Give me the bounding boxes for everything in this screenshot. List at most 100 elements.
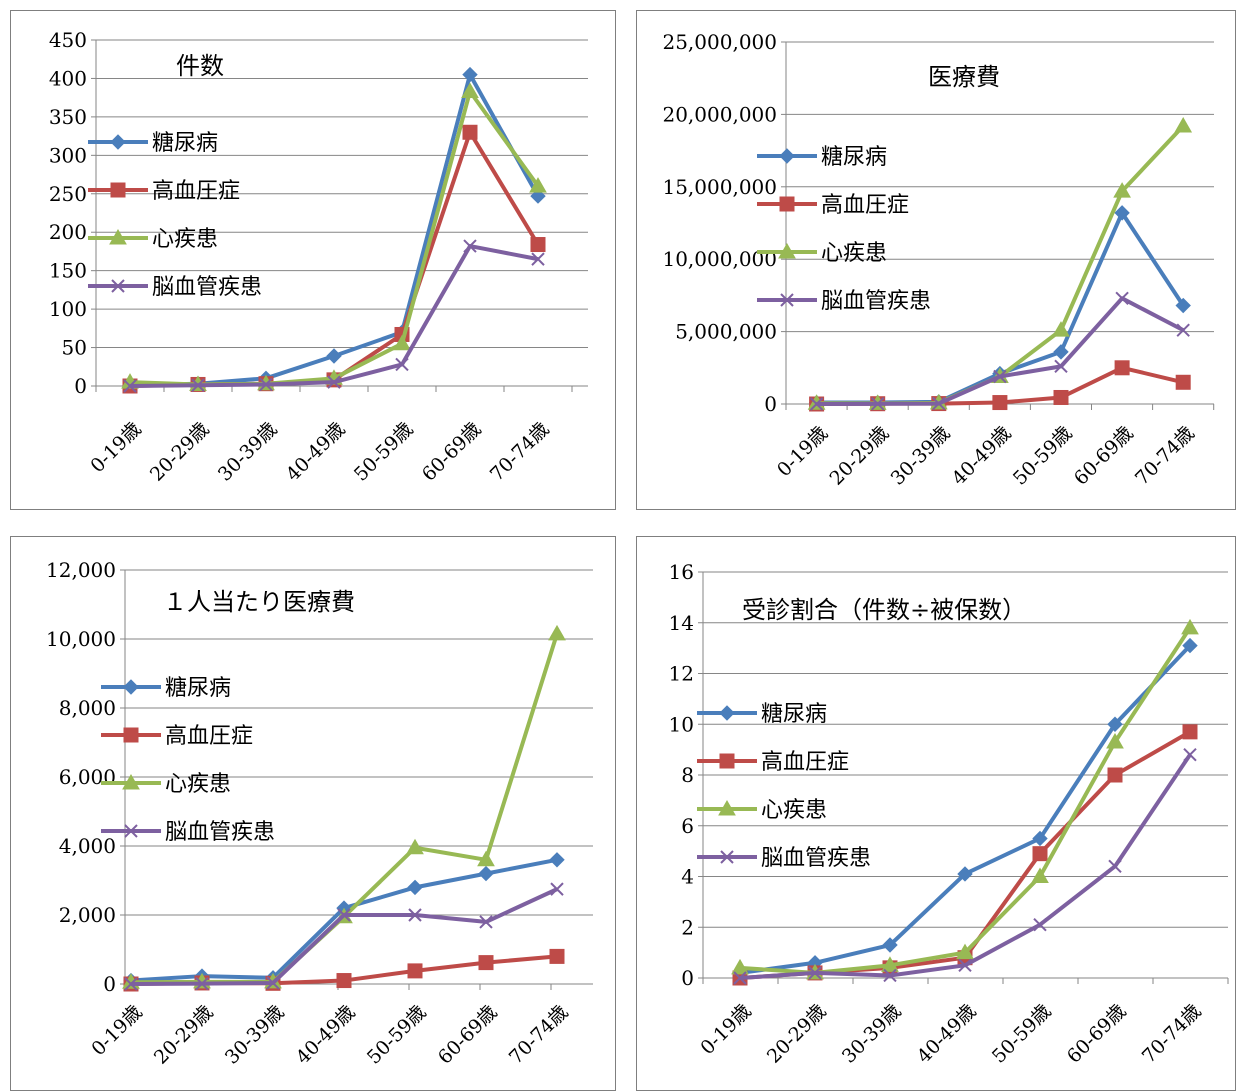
legend-label: 脳血管疾患 [152, 275, 262, 300]
data-point-shape [882, 937, 898, 953]
data-point-shape [407, 879, 423, 896]
data-point-shape [461, 82, 479, 99]
data-point [882, 937, 898, 953]
legend-marker [779, 196, 795, 212]
data-point-shape [1107, 716, 1123, 732]
data-point [1032, 846, 1048, 862]
legend-label: 糖尿病 [152, 131, 218, 156]
legend-marker-shape [718, 799, 736, 816]
data-point [191, 378, 205, 392]
data-point [336, 973, 352, 989]
y-tick-label: 14 [669, 611, 694, 635]
legend-marker-shape [109, 228, 127, 245]
data-point-stroke-b [733, 971, 747, 985]
data-point [548, 624, 566, 641]
legend-marker [718, 799, 736, 816]
data-point [1175, 374, 1191, 390]
data-point-shape [406, 838, 424, 855]
data-point [406, 838, 424, 855]
x-tick-label: 20-29歳 [763, 1000, 831, 1068]
data-point [1052, 321, 1070, 337]
data-point [1054, 359, 1068, 374]
data-point-stroke-b [870, 397, 885, 411]
data-point-stroke-b [123, 379, 137, 393]
data-point-stroke-b [1115, 291, 1129, 306]
data-point [550, 882, 564, 896]
data-point [1033, 918, 1047, 932]
chart-title: 受診割合（件数÷被保数） [742, 596, 1026, 624]
y-tick-label: 6 [681, 814, 694, 838]
data-point [1182, 724, 1198, 740]
legend-marker-stroke-b [720, 850, 734, 864]
x-tick-label: 20-29歳 [146, 418, 214, 486]
data-point [531, 252, 545, 266]
data-point-stroke-b [993, 369, 1007, 384]
legend-marker [719, 705, 735, 721]
data-point-shape [549, 948, 565, 964]
data-point-shape [1053, 389, 1069, 405]
data-point [1175, 297, 1191, 314]
data-point [327, 375, 341, 389]
data-point-stroke-b [1054, 359, 1068, 374]
legend-label: 心疾患 [152, 227, 218, 252]
data-point-stroke-b [259, 377, 273, 392]
legend-label: 脳血管疾患 [165, 820, 275, 845]
legend-marker-stroke-b [111, 279, 125, 293]
data-point [1113, 182, 1131, 198]
legend-marker-shape [123, 679, 139, 695]
legend-marker [780, 293, 794, 307]
y-tick-label: 10,000 [46, 627, 116, 651]
data-point-shape [1032, 846, 1048, 862]
data-point-shape [549, 852, 565, 868]
data-point-shape [477, 850, 495, 867]
data-point-stroke-b [337, 908, 351, 922]
legend-marker-shape [110, 182, 126, 198]
chart-panel-consultation-rate: 0 2 4 6 8 10 12 14 16 0-19歳 20-29歳 30-39歳 40-49歳 50-5… [636, 536, 1236, 1091]
data-point [393, 334, 411, 351]
data-point [1176, 323, 1190, 337]
data-point-stroke-b [808, 966, 822, 980]
y-tick-label: 12 [669, 662, 694, 686]
data-point [1053, 389, 1069, 405]
data-point-shape [1182, 637, 1198, 654]
data-point-stroke-b [1176, 323, 1190, 337]
data-point-shape [1053, 344, 1069, 360]
x-tick-label: 0-19歳 [86, 418, 145, 477]
data-point [407, 963, 423, 979]
y-tick-label: 10 [669, 712, 694, 736]
y-tick-label: 200 [49, 220, 87, 244]
data-point [1114, 205, 1130, 221]
data-point [478, 955, 494, 971]
data-point [1108, 859, 1122, 874]
data-point-shape [1174, 116, 1193, 133]
y-tick-label: 0 [103, 972, 116, 996]
chart-consultation-rate: 0 2 4 6 8 10 12 14 16 0-19歳 20-29歳 30-39歳 40-49歳 50-5… [669, 560, 1229, 1068]
data-point [1107, 767, 1123, 783]
x-tick-label: 0-19歳 [87, 1001, 146, 1060]
data-point-shape [393, 334, 411, 351]
x-tick-label: 60-69歳 [1070, 422, 1138, 490]
data-point-shape [956, 943, 974, 960]
legend-label: 心疾患 [165, 772, 231, 797]
data-point [462, 124, 478, 140]
data-point [1107, 716, 1123, 732]
data-point [881, 956, 899, 972]
x-tick-label: 20-29歳 [826, 422, 894, 490]
legend-label: 糖尿病 [761, 702, 827, 727]
data-point-stroke-b [195, 976, 209, 991]
data-point-shape [1182, 724, 1198, 740]
y-tick-label: 400 [49, 66, 87, 90]
data-point [529, 177, 547, 193]
legend-marker [111, 279, 125, 293]
legend-label: 高血圧症 [821, 193, 909, 218]
data-point-shape [478, 865, 494, 882]
data-point [337, 908, 351, 922]
data-point [479, 915, 493, 929]
data-point [1182, 637, 1198, 654]
x-tick-label: 70-74歳 [1131, 422, 1199, 490]
legend-marker [124, 824, 138, 838]
data-point [549, 852, 565, 868]
data-point [124, 977, 138, 991]
y-tick-label: 150 [49, 259, 87, 283]
data-point [870, 397, 885, 411]
